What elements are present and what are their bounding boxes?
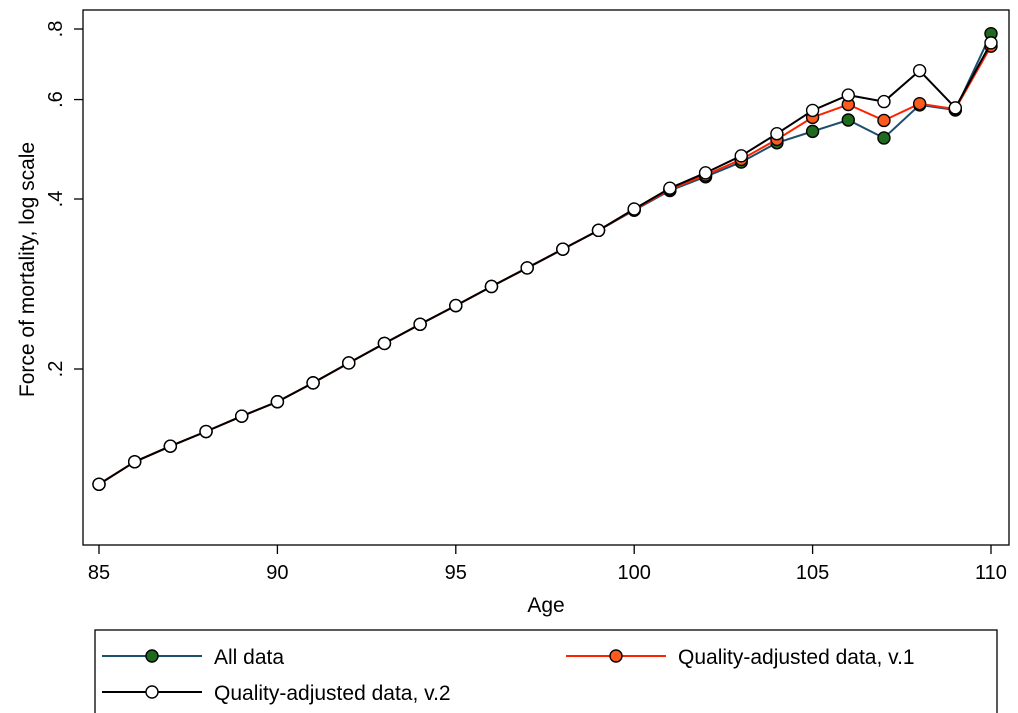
data-point [342,356,356,370]
data-point [877,131,891,145]
legend-label: All data [214,646,284,669]
data-point [449,298,463,313]
data-point [912,63,927,78]
x-axis-title: Age [527,594,564,617]
data-point [841,88,855,102]
axes: 85 90 95 100 105 110 .2 .4 .6 .8 [45,21,1007,584]
x-tick-label: 105 [796,562,829,584]
legend-label: Quality-adjusted data, v.1 [678,646,915,669]
x-tick-label: 85 [88,562,110,584]
data-point [484,279,499,294]
data-point [127,455,142,469]
x-tick-label: 95 [445,562,467,584]
data-point [877,94,891,109]
x-tick-label: 110 [975,562,1007,584]
legend-entry: All data [102,646,284,669]
legend-label: Quality-adjusted data, v.2 [214,682,451,705]
data-point [377,336,392,351]
y-tick-label: .8 [45,21,67,38]
data-point [591,223,606,238]
data-point [805,103,820,118]
data-point [199,424,213,439]
data-point [163,439,178,453]
series-3 [92,36,998,491]
x-tick-label: 90 [266,562,288,584]
data-point [556,242,570,256]
y-tick-label: .4 [45,191,67,208]
legend: All data Quality-adjusted data, v.1 Qualit… [94,629,998,713]
data-point [841,113,855,127]
data-point [770,127,784,141]
x-tick-label: 100 [618,562,651,584]
data-point [912,96,927,111]
legend-box [94,629,998,713]
legend-marker [609,649,623,663]
data-point [984,36,998,50]
legend-entry: Quality-adjusted data, v.1 [566,646,915,669]
data-point [948,101,963,115]
legend-entry: Quality-adjusted data, v.2 [102,682,451,705]
data-point [805,124,820,139]
y-tick-label: .2 [45,361,67,378]
data-point [877,113,891,128]
y-tick-label: .6 [45,91,67,108]
y-axis-title: Force of mortality, log scale [16,142,39,397]
data-point [92,477,106,491]
data-point [306,376,320,390]
plot-frame [82,9,1010,546]
data-point [235,409,249,423]
data-point [520,261,534,275]
data-point [413,317,427,331]
data-point [627,202,641,216]
legend-marker [145,649,159,663]
data-point [663,181,677,195]
data-point [734,149,748,163]
data-point [698,166,713,180]
data-point [270,395,285,409]
series-layer [92,26,998,491]
legend-marker [145,685,159,699]
